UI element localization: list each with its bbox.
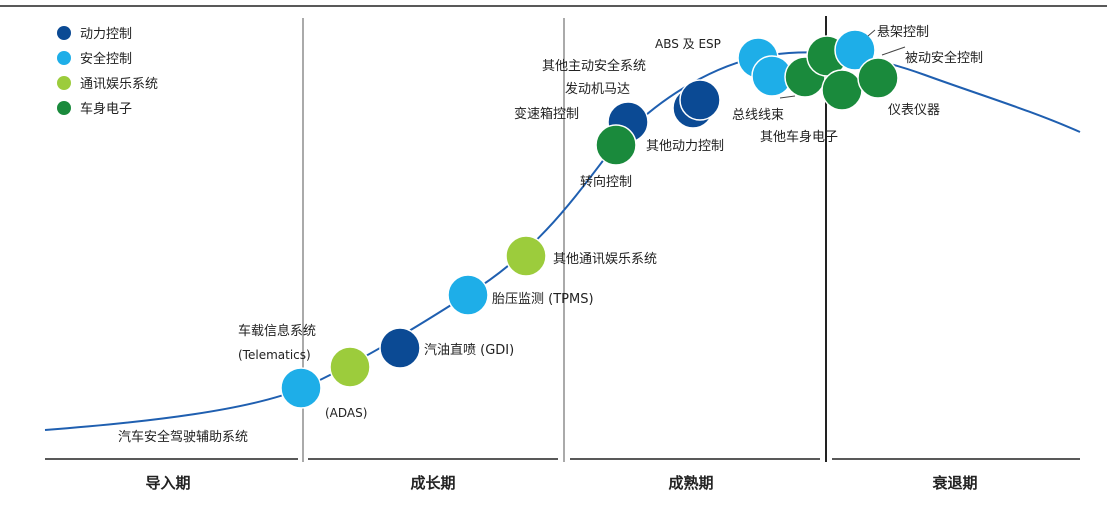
label-tpms: 胎压监测 (TPMS) bbox=[492, 292, 594, 307]
legend-dot-powertrain bbox=[57, 26, 71, 40]
legend-label-safety: 安全控制 bbox=[80, 51, 132, 67]
stage-label-growth: 成长期 bbox=[410, 474, 455, 492]
leader-passive-safety bbox=[881, 46, 906, 56]
label-passive-safety: 被动安全控制 bbox=[905, 50, 983, 66]
legend-dot-infotainment bbox=[57, 76, 71, 90]
bubble-telematics bbox=[329, 346, 371, 388]
bubble-engine-motor bbox=[679, 79, 721, 121]
stage-label-intro: 导入期 bbox=[145, 474, 190, 492]
bubble-steering bbox=[595, 124, 637, 166]
legend-label-body: 车身电子 bbox=[80, 101, 132, 117]
label-engine-motor: 发动机马达 bbox=[565, 81, 630, 97]
legend: 动力控制 安全控制 通讯娱乐系统 车身电子 bbox=[57, 26, 158, 117]
label-transmission: 变速箱控制 bbox=[514, 106, 579, 122]
stage-label-decline: 衰退期 bbox=[931, 474, 977, 492]
label-other-body: 其他车身电子 bbox=[760, 129, 838, 145]
label-telematics-cn: 车载信息系统 bbox=[238, 323, 316, 339]
bubbles bbox=[280, 29, 899, 409]
leader-suspension bbox=[867, 29, 876, 37]
label-adas-cn: 汽车安全驾驶辅助系统 bbox=[118, 429, 248, 445]
label-other-active-safety: 其他主动安全系统 bbox=[542, 58, 646, 74]
bubble-passive-safety bbox=[834, 29, 876, 71]
label-steering: 转向控制 bbox=[580, 174, 632, 190]
bubble-adas bbox=[280, 367, 322, 409]
label-gdi: 汽油直喷 (GDI) bbox=[424, 343, 514, 358]
legend-label-powertrain: 动力控制 bbox=[80, 27, 132, 42]
label-adas-en: (ADAS) bbox=[325, 406, 367, 420]
legend-dot-safety bbox=[57, 51, 71, 65]
legend-label-infotainment: 通讯娱乐系统 bbox=[80, 77, 158, 92]
label-telematics-en: (Telematics) bbox=[238, 348, 311, 362]
legend-dot-body bbox=[57, 101, 71, 115]
leader-bus-harness bbox=[779, 95, 796, 99]
label-bus-harness: 总线线束 bbox=[732, 108, 784, 123]
bubble-tpms bbox=[447, 274, 489, 316]
label-other-infotainment: 其他通讯娱乐系统 bbox=[553, 252, 657, 267]
stage-label-maturity: 成熟期 bbox=[668, 474, 713, 492]
bubble-suspension bbox=[821, 69, 863, 111]
label-abs-esp: ABS 及 ESP bbox=[655, 37, 721, 51]
label-other-powertrain: 其他动力控制 bbox=[646, 139, 724, 154]
bubble-gdi bbox=[379, 327, 421, 369]
label-instruments: 仪表仪器 bbox=[888, 103, 940, 118]
label-suspension: 悬架控制 bbox=[877, 25, 929, 40]
bubble-other-infotainment bbox=[505, 235, 547, 277]
bubble-instruments bbox=[857, 57, 899, 99]
